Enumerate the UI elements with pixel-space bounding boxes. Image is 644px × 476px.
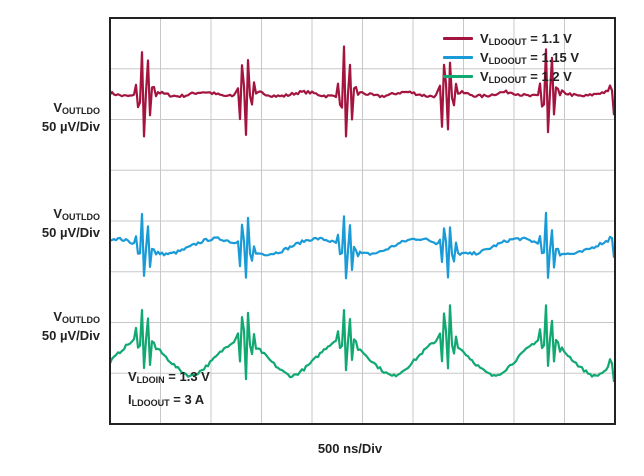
- legend-label-1: VLDOOUT = 1.1 V: [480, 30, 572, 47]
- legend-label-2: VLDOOUT = 1.15 V: [480, 49, 580, 66]
- plot-grid: [110, 18, 615, 424]
- legend-entry-3: VLDOOUT = 1.2 V: [443, 67, 579, 86]
- plot-traces: [108, 45, 616, 383]
- legend-entry-1: VLDOOUT = 1.1 V: [443, 29, 579, 48]
- channel-2-label: VOUTLDO 50 µV/Div: [41, 206, 100, 240]
- legend-swatch-2: [443, 56, 473, 59]
- plot-frame: [109, 17, 616, 425]
- legend-label-3: VLDOOUT = 1.2 V: [480, 68, 572, 85]
- chart-legend: VLDOOUT = 1.1 V VLDOOUT = 1.15 V VLDOOUT…: [443, 29, 579, 86]
- test-conditions: VLDOIN = 1.3 V ILDOOUT = 3 A: [128, 367, 210, 413]
- x-axis-label: 500 ns/Div: [317, 441, 383, 456]
- condition-iout: ILDOOUT = 3 A: [128, 392, 205, 408]
- legend-swatch-1: [443, 37, 473, 40]
- series-trace-1: [109, 45, 616, 138]
- condition-vin: VLDOIN = 1.3 V: [128, 369, 210, 385]
- channel-3-label: VOUTLDO 50 µV/Div: [41, 309, 100, 343]
- series-trace-3: [108, 304, 616, 383]
- series-trace-2: [109, 211, 616, 280]
- legend-entry-2: VLDOOUT = 1.15 V: [443, 48, 579, 67]
- channel-1-label: VOUTLDO 50 µV/Div: [41, 100, 100, 134]
- legend-swatch-3: [443, 75, 473, 78]
